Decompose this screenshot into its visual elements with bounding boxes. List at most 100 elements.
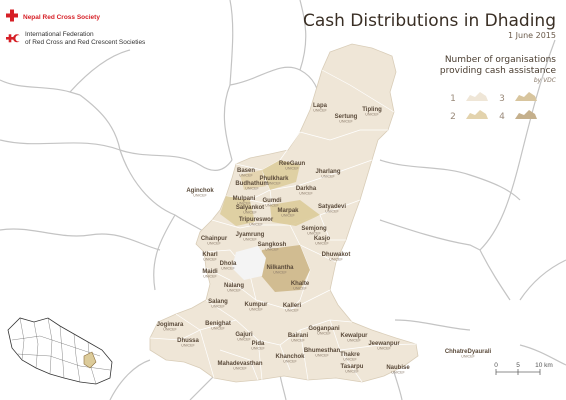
vdc-label: Pida [252, 341, 265, 347]
vdc-org-label: UNICEF [285, 167, 299, 171]
vdc-label: Mahadevasthan [217, 361, 262, 367]
vdc-label: Salang [208, 299, 228, 305]
vdc-org-label: UNICEF [245, 187, 259, 191]
legend-swatch [466, 110, 488, 119]
vdc-label: Sertung [335, 114, 358, 120]
vdc-label: ChhatreDyaurali [445, 349, 492, 355]
vdc-label: Tripureswor [239, 217, 274, 223]
vdc-label: Kharl [202, 252, 218, 258]
vdc-label: Darkha [296, 186, 317, 192]
map-title: Cash Distributions in Dhading [303, 11, 556, 31]
vdc-org-label: UNICEF [329, 258, 343, 262]
legend-class-label: 3 [499, 94, 505, 104]
vdc-org-label: UNICEF [233, 367, 247, 371]
ifrc-name-line1: International Federation [25, 31, 94, 38]
legend: Number of organisations providing cash a… [440, 55, 557, 122]
vdc-org-label: UNICEF [163, 328, 177, 332]
vdc-org-label: UNICEF [267, 182, 281, 186]
dhadingbesi-town [232, 246, 266, 280]
vdc-org-label: UNICEF [221, 267, 235, 271]
vdc-label: Nilkantha [266, 265, 294, 271]
vdc-org-label: UNICEF [239, 174, 253, 178]
vdc-label: Khalte [291, 281, 310, 287]
vdc-label: Bhumesthan [304, 348, 341, 354]
ifrc-logo [6, 34, 22, 43]
ifrc-name-line2: of Red Cross and Red Crescent Societies [25, 39, 146, 46]
vdc-org-label: UNICEF [265, 248, 279, 252]
vdc-label: Tipling [362, 107, 382, 113]
vdc-org-label: UNICEF [283, 360, 297, 364]
vdc-label: Gumdi [263, 198, 282, 204]
vdc-org-label: UNICEF [237, 202, 251, 206]
vdc-label: Budhathum [235, 181, 268, 187]
vdc-label: Thakre [340, 352, 360, 358]
nrcs-name: Nepal Red Cross Society [23, 14, 100, 21]
vdc-label: Satyadevi [318, 204, 346, 210]
vdc-org-label: UNICEF [181, 344, 195, 348]
vdc-label: Nalang [224, 283, 244, 289]
scale-bar: 0 5 10 km [494, 362, 553, 375]
vdc-label: Jogimara [157, 322, 184, 328]
vdc-org-label: UNICEF [391, 371, 405, 375]
legend-swatch [515, 110, 537, 119]
vdc-label: Gajuri [235, 332, 253, 338]
vdc-org-label: UNICEF [343, 358, 357, 362]
vdc-label: Marpak [277, 208, 299, 214]
nepal-inset-map [7, 317, 113, 385]
vdc-label: Semjong [301, 226, 327, 232]
vdc-org-label: UNICEF [249, 223, 263, 227]
vdc-org-label: UNICEF [313, 109, 327, 113]
vdc-label: Kalleri [283, 303, 302, 309]
legend-class-label: 1 [450, 94, 456, 104]
vdc-highlight-nilkantha [258, 245, 310, 292]
vdc-label: Kewalpur [340, 333, 368, 339]
vdc-label: Dhola [220, 261, 237, 267]
vdc-org-label: UNICEF [211, 327, 225, 331]
legend-swatch [466, 92, 488, 101]
vdc-org-label: UNICEF [377, 347, 391, 351]
vdc-org-label: UNICEF [461, 355, 475, 359]
vdc-boundaries [149, 69, 417, 383]
vdc-label: Kasjo [314, 236, 331, 242]
vdc-label: Goganpani [308, 326, 340, 332]
legend-title-line1: Number of organisations [445, 55, 556, 65]
vdc-org-label: UNICEF [299, 192, 313, 196]
vdc-label: Kumpur [245, 302, 269, 308]
vdc-label: Jharlang [315, 169, 340, 175]
vdc-highlight-phulkhark [262, 160, 300, 190]
vdc-highlight-marpak [270, 200, 320, 226]
vdc-org-label: UNICEF [325, 210, 339, 214]
vdc-highlight-budhathum [240, 170, 266, 190]
vdc-org-label: UNICEF [315, 354, 329, 358]
vdc-org-label: UNICEF [273, 271, 287, 275]
vdc-label: Salyankot [236, 205, 264, 211]
dhading-district [149, 43, 419, 383]
vdc-label: Jyamrung [236, 232, 265, 238]
map-date: 1 June 2015 [508, 31, 556, 40]
vdc-label: Mulpani [233, 196, 256, 202]
vdc-org-label: UNICEF [203, 258, 217, 262]
vdc-label: Phulkhark [259, 176, 289, 182]
vdc-label: Basen [237, 168, 255, 174]
vdc-org-label: UNICEF [315, 242, 329, 246]
vdc-org-label: UNICEF [243, 211, 257, 215]
legend-class-label: 4 [499, 112, 505, 122]
legend-items: 1 2 3 4 [450, 92, 537, 122]
vdc-org-label: UNICEF [207, 242, 221, 246]
vdc-org-label: UNICEF [339, 120, 353, 124]
nrcs-logo [6, 9, 18, 22]
vdc-label: Bairani [288, 333, 309, 339]
vdc-org-label: UNICEF [347, 339, 361, 343]
vdc-label: Tasarpu [341, 364, 364, 370]
vdc-label: Naubise [386, 365, 410, 371]
vdc-label: Dhuwakot [322, 252, 351, 258]
vdc-org-label: UNICEF [243, 238, 257, 242]
scale-label-10: 10 km [535, 362, 553, 369]
vdc-org-label: UNICEF [281, 214, 295, 218]
inset-dhading-highlight [83, 351, 97, 369]
vdc-highlight-salyankot [220, 196, 255, 226]
vdc-org-label: UNICEF [237, 338, 251, 342]
vdc-label: Khanchok [275, 354, 305, 360]
vdc-label: Maidi [202, 269, 218, 275]
